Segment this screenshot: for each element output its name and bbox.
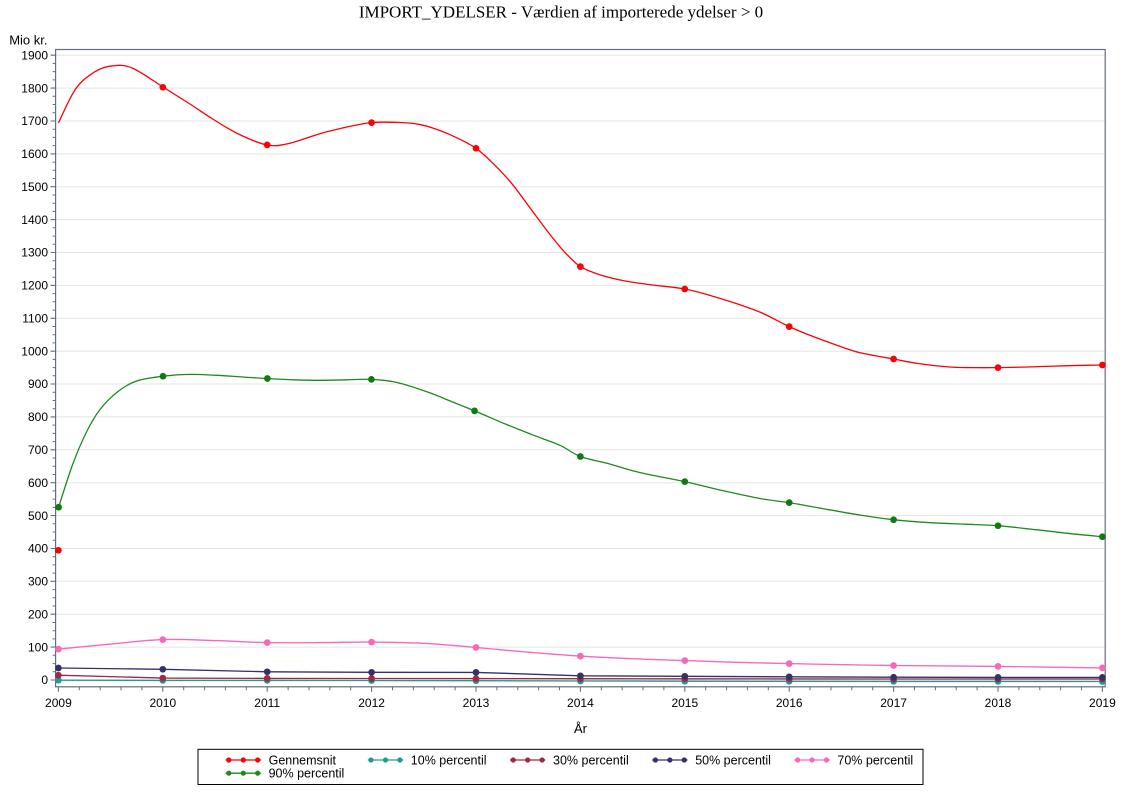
svg-text:2012: 2012 [358,696,385,710]
svg-text:Gennemsnit: Gennemsnit [269,753,337,767]
svg-text:400: 400 [28,542,48,556]
svg-text:2010: 2010 [149,696,176,710]
svg-text:50% percentil: 50% percentil [695,753,771,767]
svg-text:600: 600 [28,476,48,490]
svg-text:200: 200 [28,607,48,621]
svg-text:2011: 2011 [254,696,280,710]
svg-text:300: 300 [28,575,48,589]
svg-text:1200: 1200 [21,279,48,293]
svg-text:2018: 2018 [985,696,1012,710]
svg-text:100: 100 [28,640,48,654]
svg-text:1600: 1600 [21,147,48,161]
svg-text:90% percentil: 90% percentil [269,767,345,781]
svg-text:År: År [574,721,588,736]
svg-text:2013: 2013 [463,696,490,710]
svg-text:700: 700 [28,443,48,457]
svg-text:Mio kr.: Mio kr. [9,33,47,48]
svg-text:1100: 1100 [22,312,48,326]
svg-text:2015: 2015 [671,696,698,710]
svg-text:2016: 2016 [776,696,803,710]
svg-text:1000: 1000 [21,344,48,358]
svg-text:IMPORT_YDELSER - Værdien af im: IMPORT_YDELSER - Værdien af importerede … [359,3,763,22]
svg-text:1700: 1700 [21,114,48,128]
svg-text:0: 0 [41,673,48,687]
svg-text:2009: 2009 [45,696,72,710]
svg-text:500: 500 [28,509,48,523]
svg-text:10% percentil: 10% percentil [411,753,487,767]
svg-text:2014: 2014 [567,696,594,710]
svg-text:2019: 2019 [1089,696,1116,710]
svg-text:900: 900 [28,377,48,391]
svg-text:2017: 2017 [880,696,907,710]
svg-text:70% percentil: 70% percentil [837,753,913,767]
svg-text:1300: 1300 [21,246,48,260]
svg-text:1800: 1800 [21,81,48,95]
svg-text:30% percentil: 30% percentil [553,753,629,767]
svg-text:1500: 1500 [21,180,48,194]
svg-text:800: 800 [28,410,48,424]
svg-text:1900: 1900 [21,48,48,62]
svg-text:1400: 1400 [21,213,48,227]
